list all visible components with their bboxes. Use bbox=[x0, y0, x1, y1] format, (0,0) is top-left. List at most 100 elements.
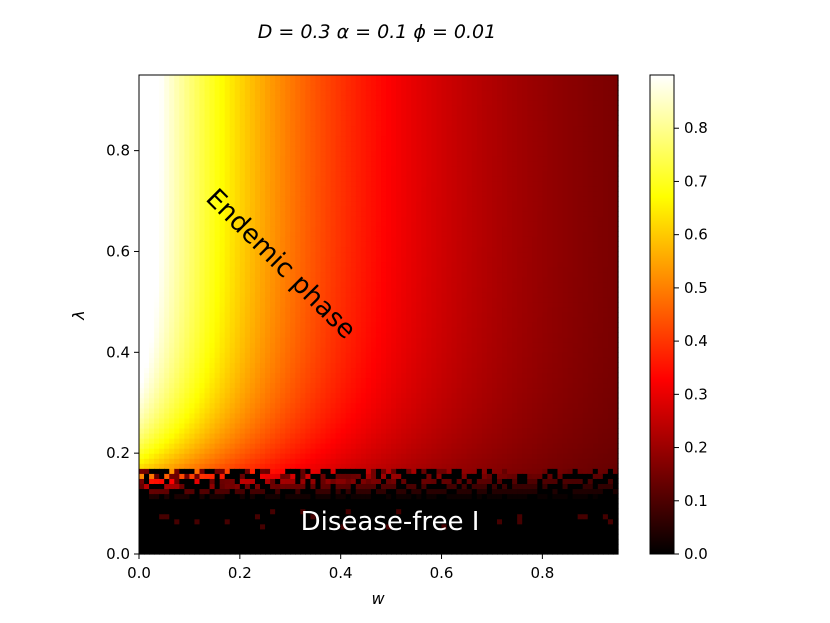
heatmap-cell bbox=[370, 206, 377, 212]
heatmap-cell bbox=[164, 296, 170, 303]
heatmap-cell bbox=[386, 322, 392, 328]
heatmap-cell bbox=[285, 478, 291, 485]
heatmap-cell bbox=[204, 301, 211, 308]
heatmap-cell bbox=[370, 130, 377, 137]
heatmap-cell bbox=[401, 483, 407, 490]
heatmap-cell bbox=[355, 125, 362, 132]
heatmap-cell bbox=[154, 533, 160, 540]
heatmap-cell bbox=[209, 100, 216, 106]
heatmap-cell bbox=[179, 276, 185, 283]
heatmap-cell bbox=[275, 397, 281, 404]
heatmap-cell bbox=[199, 337, 206, 343]
heatmap-cell bbox=[204, 95, 211, 101]
heatmap-cell bbox=[154, 518, 160, 525]
heatmap-cell bbox=[199, 407, 206, 414]
heatmap-cell bbox=[375, 548, 382, 555]
heatmap-cell bbox=[345, 185, 352, 192]
heatmap-cell bbox=[254, 120, 261, 127]
heatmap-cell bbox=[360, 453, 367, 459]
heatmap-cell bbox=[169, 382, 175, 389]
heatmap-cell bbox=[199, 291, 206, 298]
heatmap-cell bbox=[365, 387, 372, 394]
heatmap-cell bbox=[144, 377, 150, 384]
heatmap-cell bbox=[194, 241, 201, 248]
heatmap-cell bbox=[401, 322, 407, 328]
heatmap-cell bbox=[219, 201, 226, 207]
heatmap-cell bbox=[315, 528, 322, 535]
heatmap-cell bbox=[396, 296, 402, 303]
heatmap-cell bbox=[239, 347, 246, 353]
heatmap-cell bbox=[164, 165, 170, 172]
heatmap-cell bbox=[194, 483, 201, 490]
heatmap-cell bbox=[335, 528, 342, 535]
heatmap-cell bbox=[164, 448, 170, 454]
heatmap-cell bbox=[209, 110, 216, 116]
heatmap-cell bbox=[335, 135, 342, 142]
heatmap-cell bbox=[159, 332, 165, 338]
heatmap-cell bbox=[260, 488, 266, 495]
heatmap-cell bbox=[174, 453, 180, 459]
heatmap-cell bbox=[381, 402, 387, 409]
heatmap-cell bbox=[365, 372, 372, 379]
heatmap-cell bbox=[149, 201, 155, 207]
heatmap-cell bbox=[184, 236, 191, 242]
heatmap-cell bbox=[355, 453, 362, 459]
heatmap-cell bbox=[244, 281, 251, 288]
heatmap-cell bbox=[179, 80, 185, 86]
heatmap-cell bbox=[224, 493, 231, 500]
heatmap-cell bbox=[265, 443, 271, 449]
heatmap-cell bbox=[330, 372, 337, 379]
heatmap-cell bbox=[249, 216, 256, 222]
heatmap-cell bbox=[254, 538, 261, 545]
heatmap-cell bbox=[254, 201, 261, 207]
heatmap-cell bbox=[310, 160, 317, 167]
heatmap-cell bbox=[139, 206, 145, 212]
heatmap-cell bbox=[219, 216, 226, 222]
heatmap-cell bbox=[386, 286, 392, 293]
heatmap-cell bbox=[174, 543, 180, 550]
heatmap-cell bbox=[320, 85, 327, 91]
heatmap-cell bbox=[184, 256, 191, 263]
heatmap-cell bbox=[381, 422, 387, 429]
heatmap-cell bbox=[265, 125, 271, 132]
heatmap-cell bbox=[280, 387, 286, 394]
heatmap-cell bbox=[260, 508, 266, 515]
heatmap-cell bbox=[239, 357, 246, 363]
heatmap-cell bbox=[340, 538, 347, 545]
heatmap-cell bbox=[244, 387, 251, 394]
heatmap-cell bbox=[375, 311, 382, 318]
heatmap-cell bbox=[149, 473, 155, 479]
heatmap-cell bbox=[219, 347, 226, 353]
heatmap-cell bbox=[244, 518, 251, 525]
heatmap-cell bbox=[219, 427, 226, 434]
heatmap-cell bbox=[224, 206, 231, 212]
heatmap-cell bbox=[396, 432, 402, 439]
heatmap-cell bbox=[209, 417, 216, 424]
heatmap-cell bbox=[315, 332, 322, 338]
heatmap-cell bbox=[285, 543, 291, 550]
heatmap-cell bbox=[249, 130, 256, 137]
heatmap-cell bbox=[345, 115, 352, 121]
heatmap-cell bbox=[234, 115, 241, 121]
heatmap-cell bbox=[365, 80, 372, 86]
heatmap-cell bbox=[396, 256, 402, 263]
heatmap-cell bbox=[305, 332, 312, 338]
heatmap-cell bbox=[345, 342, 352, 348]
heatmap-cell bbox=[396, 145, 402, 152]
heatmap-cell bbox=[229, 241, 236, 248]
heatmap-cell bbox=[265, 488, 271, 495]
heatmap-cell bbox=[320, 165, 327, 172]
heatmap-cell bbox=[254, 463, 261, 469]
heatmap-cell bbox=[144, 110, 150, 116]
heatmap-cell bbox=[164, 160, 170, 167]
heatmap-cell bbox=[260, 170, 266, 177]
heatmap-cell bbox=[154, 135, 160, 142]
heatmap-cell bbox=[214, 367, 221, 374]
heatmap-cell bbox=[164, 417, 170, 424]
heatmap-cell bbox=[199, 483, 206, 490]
heatmap-cell bbox=[370, 226, 377, 232]
heatmap-cell bbox=[325, 216, 332, 222]
heatmap-cell bbox=[270, 327, 276, 333]
heatmap-cell bbox=[365, 327, 372, 333]
heatmap-cell bbox=[360, 226, 367, 232]
